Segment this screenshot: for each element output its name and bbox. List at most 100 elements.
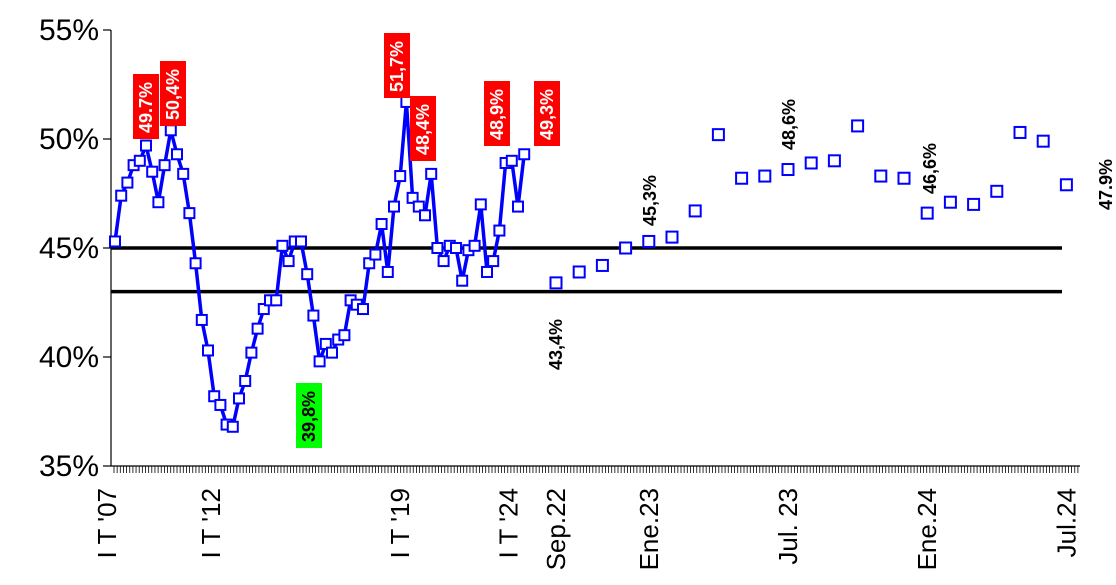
data-point	[851, 119, 865, 133]
annotation-label: 43,4%	[546, 319, 566, 370]
x-tick-label: I T '07	[92, 488, 122, 559]
annotation-text: 48,9%	[487, 89, 507, 140]
data-point	[758, 169, 772, 183]
data-point	[967, 197, 981, 211]
data-point	[183, 207, 196, 220]
data-point	[295, 235, 307, 248]
data-point	[375, 218, 388, 231]
data-point	[468, 239, 481, 252]
data-point	[164, 124, 177, 137]
reference-lines	[111, 246, 1062, 294]
annotation-text: 39,8%	[299, 391, 319, 442]
data-point	[487, 255, 500, 268]
y-tick-label: 50%	[39, 123, 99, 156]
data-point	[121, 176, 134, 189]
data-point	[214, 398, 227, 411]
data-point	[319, 337, 332, 350]
data-point	[456, 274, 469, 287]
data-point	[425, 167, 438, 180]
annotation-text: 46,6%	[920, 143, 940, 194]
annotation-box	[160, 61, 186, 126]
data-point	[1059, 178, 1073, 192]
data-point	[158, 159, 171, 172]
data-point	[897, 171, 911, 185]
annotation-label: 48,9%	[484, 81, 510, 146]
data-point	[493, 224, 506, 237]
annotation-label: 48,4%	[410, 96, 436, 161]
data-point	[282, 255, 295, 268]
annotation-label: 49.7%	[133, 74, 159, 139]
annotation-layer: 49.7% 50,4% 51,7% 48,4% 48,9% 49,3% 39,8% 43,4%…	[133, 33, 1116, 448]
x-tick-label: Sep.22	[541, 488, 571, 570]
data-point	[920, 206, 934, 220]
annotation-text: 48,4%	[413, 104, 433, 155]
data-point	[450, 242, 462, 254]
annotation-text: 48,6%	[779, 99, 799, 150]
data-point	[419, 209, 431, 222]
data-point	[133, 154, 146, 167]
annotation-box	[484, 81, 510, 146]
data-point	[388, 200, 400, 213]
data-point	[177, 167, 190, 180]
annotation-text: 45,3%	[640, 175, 660, 226]
annotation-text: 51,7%	[387, 41, 407, 92]
data-point	[394, 170, 407, 183]
annotation-text: 49.7%	[136, 82, 156, 133]
data-point	[152, 196, 165, 209]
x-tick-label: Ene.23	[634, 488, 664, 570]
y-tick-label: 45%	[39, 232, 99, 265]
data-point	[781, 163, 795, 177]
data-point	[619, 241, 633, 255]
data-point	[481, 265, 493, 278]
data-point	[1036, 134, 1050, 148]
data-point	[239, 374, 252, 387]
data-point	[431, 242, 444, 254]
data-point	[474, 198, 487, 211]
data-point	[518, 148, 531, 161]
data-point	[270, 294, 283, 307]
y-tick-label: 55%	[39, 14, 99, 47]
data-point	[572, 265, 586, 279]
annotation-box	[296, 383, 322, 448]
y-tick-label: 35%	[39, 450, 99, 483]
annotation-text: 49,3%	[537, 89, 557, 140]
annotation-label: 50,4%	[160, 61, 186, 126]
annotation-label: 48,6%	[779, 99, 799, 150]
annotation-label: 49,3%	[534, 81, 560, 146]
data-point	[990, 184, 1004, 198]
data-point	[109, 235, 121, 248]
data-point	[1013, 125, 1027, 139]
data-point	[202, 344, 214, 357]
data-point	[406, 191, 419, 204]
data-point	[276, 239, 289, 252]
annotation-label: 39,8%	[296, 383, 322, 448]
annotation-label: 46,6%	[920, 143, 940, 194]
data-point	[688, 204, 702, 218]
x-tick-label: I T '12	[196, 488, 226, 559]
data-point	[251, 322, 264, 335]
annotation-text: 47.9%	[1096, 159, 1116, 210]
data-point	[595, 258, 609, 272]
data-point	[195, 313, 208, 326]
annotation-label: 47.9%	[1096, 159, 1116, 210]
annotation-text: 50,4%	[163, 69, 183, 120]
data-point	[642, 234, 656, 248]
data-point	[874, 169, 888, 183]
data-point	[711, 128, 725, 142]
data-point	[226, 420, 239, 433]
data-point	[233, 392, 245, 405]
x-tick-label: Jul. 23	[773, 488, 803, 565]
data-point	[313, 355, 326, 368]
annotation-box	[534, 81, 560, 146]
data-point	[245, 346, 258, 359]
data-point	[735, 171, 749, 185]
annotation-box	[384, 33, 410, 98]
annotation-text: 43,4%	[546, 319, 566, 370]
annotation-label: 51,7%	[384, 33, 410, 98]
data-point	[369, 248, 382, 261]
y-tick-label: 40%	[39, 341, 99, 374]
data-point	[400, 95, 413, 108]
data-point	[549, 276, 563, 290]
annotation-box	[133, 74, 159, 139]
